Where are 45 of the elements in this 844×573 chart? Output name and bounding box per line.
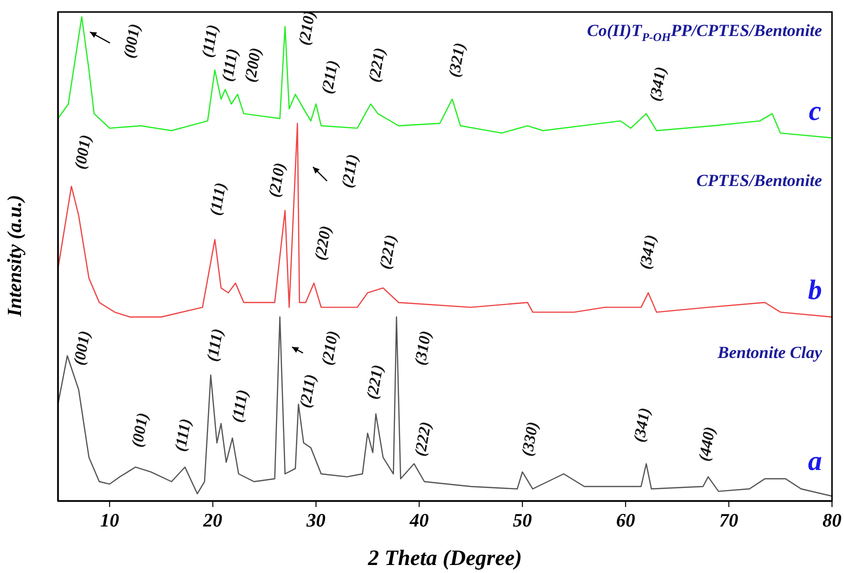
annotation: (321) bbox=[446, 41, 468, 79]
annotation: (341) bbox=[646, 65, 670, 103]
annotation: (341) bbox=[636, 233, 660, 271]
annotation: (001) bbox=[72, 133, 94, 171]
annotation: b bbox=[808, 274, 822, 306]
annotation: a bbox=[808, 446, 822, 476]
annotation: (440) bbox=[696, 425, 718, 463]
annotation: (111) bbox=[206, 181, 230, 217]
annotation: (210) bbox=[266, 161, 288, 199]
annotation: (221) bbox=[364, 363, 386, 401]
annotation: (222) bbox=[412, 420, 434, 458]
annotation: (111) bbox=[198, 23, 222, 59]
annotation: (111) bbox=[204, 327, 226, 363]
annotation: (001) bbox=[128, 411, 152, 449]
annotation: (211) bbox=[296, 372, 320, 410]
annotation: CPTES/Bentonite bbox=[696, 170, 822, 190]
y-axis-title: Intensity (a.u.) bbox=[4, 194, 26, 318]
annotation: (210) bbox=[318, 329, 342, 367]
x-tick-label: 20 bbox=[202, 510, 223, 532]
annotation: (210) bbox=[296, 9, 318, 47]
annotation: Co(II)T$_{P-OH}$PP/CPTES/Bentonite bbox=[587, 20, 822, 44]
annotation: (001) bbox=[120, 22, 144, 60]
annotation: (211) bbox=[338, 152, 362, 190]
x-tick-label: 30 bbox=[306, 510, 326, 532]
annotation: (221) bbox=[376, 233, 400, 271]
annotation: (310) bbox=[412, 329, 434, 367]
annotation: (111) bbox=[218, 47, 242, 83]
x-tick-label: 80 bbox=[822, 510, 842, 532]
x-tick-label: 70 bbox=[719, 510, 739, 532]
annotation: Bentonite Clay bbox=[716, 342, 822, 362]
annotation: (211) bbox=[318, 58, 342, 96]
annotation: (341) bbox=[630, 406, 654, 444]
annotation: c bbox=[808, 96, 822, 126]
annotation: (221) bbox=[366, 46, 388, 84]
x-tick-label: 60 bbox=[616, 510, 636, 532]
annotation: (220) bbox=[312, 224, 334, 262]
annotation: (111) bbox=[228, 388, 252, 424]
annotation: (330) bbox=[518, 420, 542, 458]
x-tick-label: 50 bbox=[512, 510, 532, 532]
x-tick-label: 40 bbox=[408, 510, 430, 532]
annotation: (111) bbox=[172, 417, 194, 453]
x-axis-title: 2 Theta (Degree) bbox=[367, 545, 522, 570]
x-tick-label: 10 bbox=[100, 510, 120, 532]
annotation: (200) bbox=[242, 46, 264, 84]
annotation: (001) bbox=[70, 329, 94, 367]
